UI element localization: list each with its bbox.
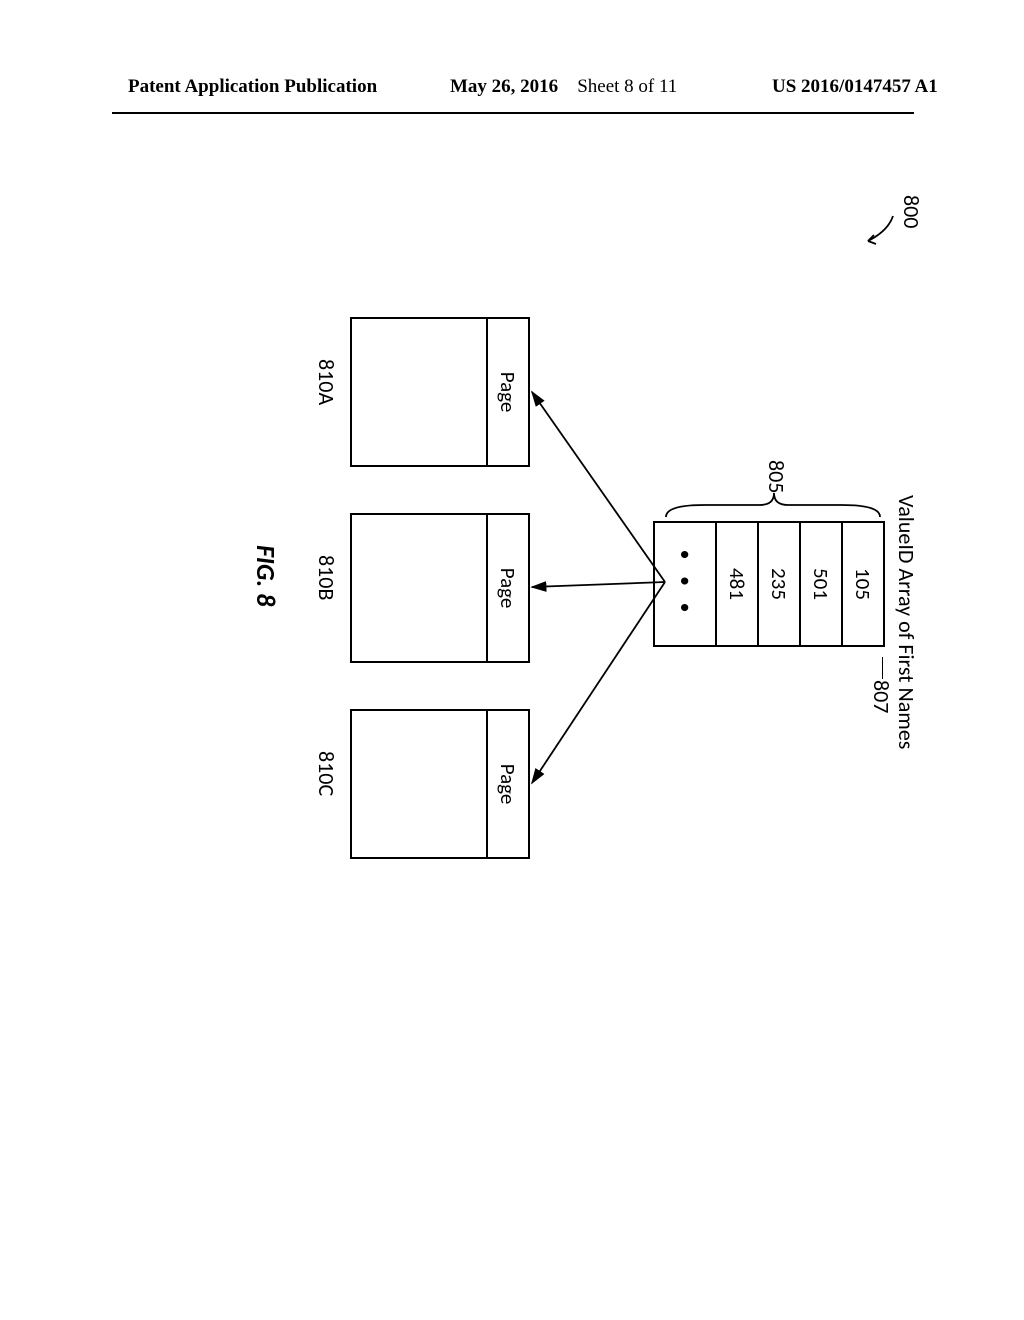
header-date: May 26, 2016 [450,76,558,97]
ref-800-label: 800 [898,195,925,228]
page-label: Page [486,711,528,857]
ref-810c-label: 810C [313,751,340,796]
header-rule [112,112,914,114]
page-label: Page [486,515,528,661]
header-left: Patent Application Publication [128,76,377,98]
page-box-a: Page [350,317,530,467]
figure-label: FIG. 8 [250,545,282,606]
ref-810b-label: 810B [313,555,340,600]
figure-8-diagram: 800 ValueID Array of First Names 807 105… [170,235,900,935]
page-box-b: Page [350,513,530,663]
header-sheet: Sheet 8 of 11 [577,76,677,97]
ref-810a-label: 810A [313,359,340,405]
header-middle: May 26, 2016 Sheet 8 of 11 [450,76,677,98]
page-box-c: Page [350,709,530,859]
header-pubnum: US 2016/0147457 A1 [772,76,938,98]
page-label: Page [486,319,528,465]
